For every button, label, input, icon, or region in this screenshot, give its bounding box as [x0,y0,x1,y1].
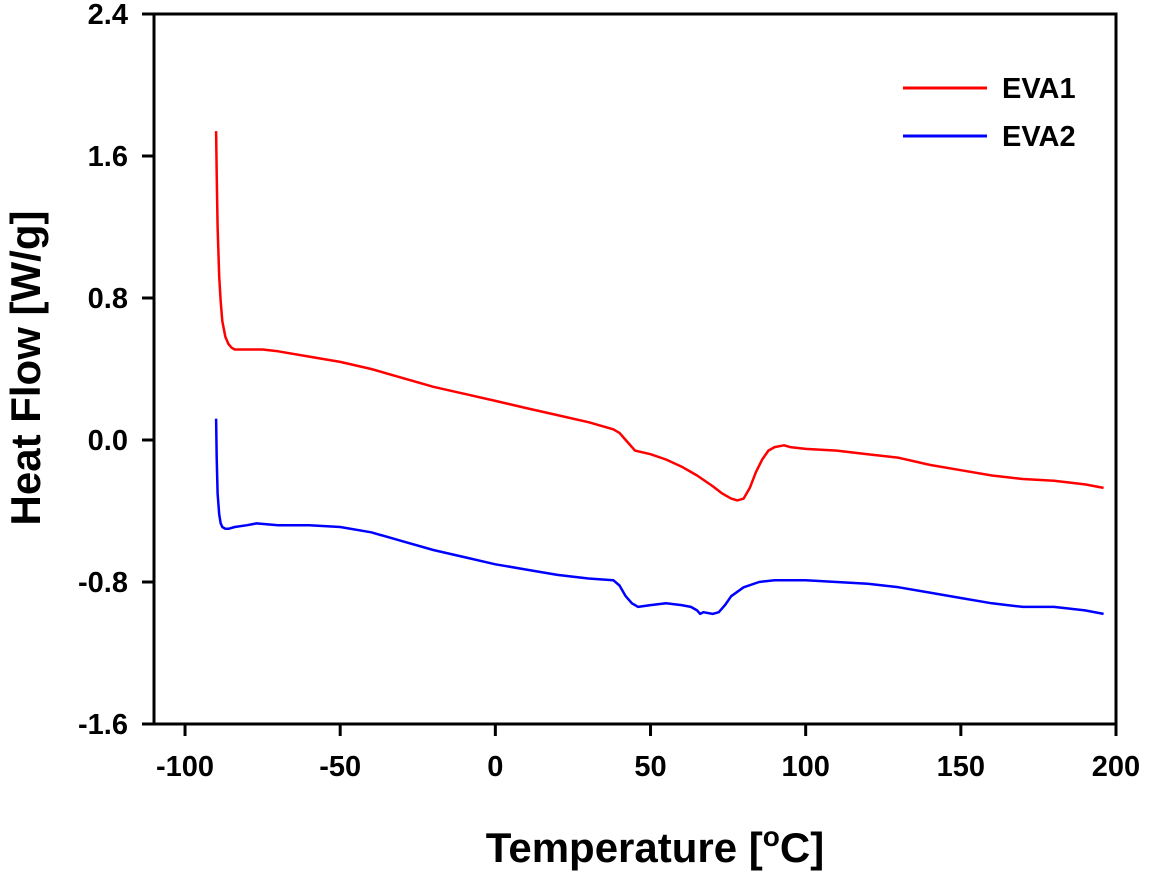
series-line-eva2 [214,418,1104,616]
series-line-eva1 [214,131,1104,502]
y-tick-label-5: -1.6 [78,709,128,741]
y-axis-title: Heat Flow [W/g] [2,211,49,526]
y-tick-label-0: 2.4 [88,0,128,31]
y-tick-label-1: 1.6 [88,141,128,173]
y-tick-label-4: -0.8 [78,567,128,599]
y-tick-label-3: 0.0 [88,425,128,457]
x-tick-label-1: -50 [319,751,361,783]
x-axis-title-superscript: o [763,821,780,852]
y-tick-label-2: 0.8 [88,283,128,315]
x-tick-label-0: -100 [156,751,214,783]
x-axis-title: Temperature [oC] [486,821,824,871]
x-tick-label-6: 200 [1092,751,1140,783]
x-axis-title-end: C] [780,824,824,871]
series-group [214,131,1104,616]
x-tick-label-4: 100 [781,751,829,783]
x-axis-title-main: Temperature [ [486,824,763,871]
legend-label-eva1: EVA1 [1002,73,1076,105]
x-tick-label-2: 0 [487,751,503,783]
legend-label-eva2: EVA2 [1002,121,1076,153]
x-tick-label-5: 150 [937,751,985,783]
x-tick-label-3: 50 [634,751,666,783]
legend: EVA1 EVA2 [903,73,1076,153]
plot-frame [152,12,1118,726]
tick-group: -100 -50 0 50 100 150 200 2.4 1.6 0.8 0.0 -0.8 -1.6 [78,0,1140,783]
